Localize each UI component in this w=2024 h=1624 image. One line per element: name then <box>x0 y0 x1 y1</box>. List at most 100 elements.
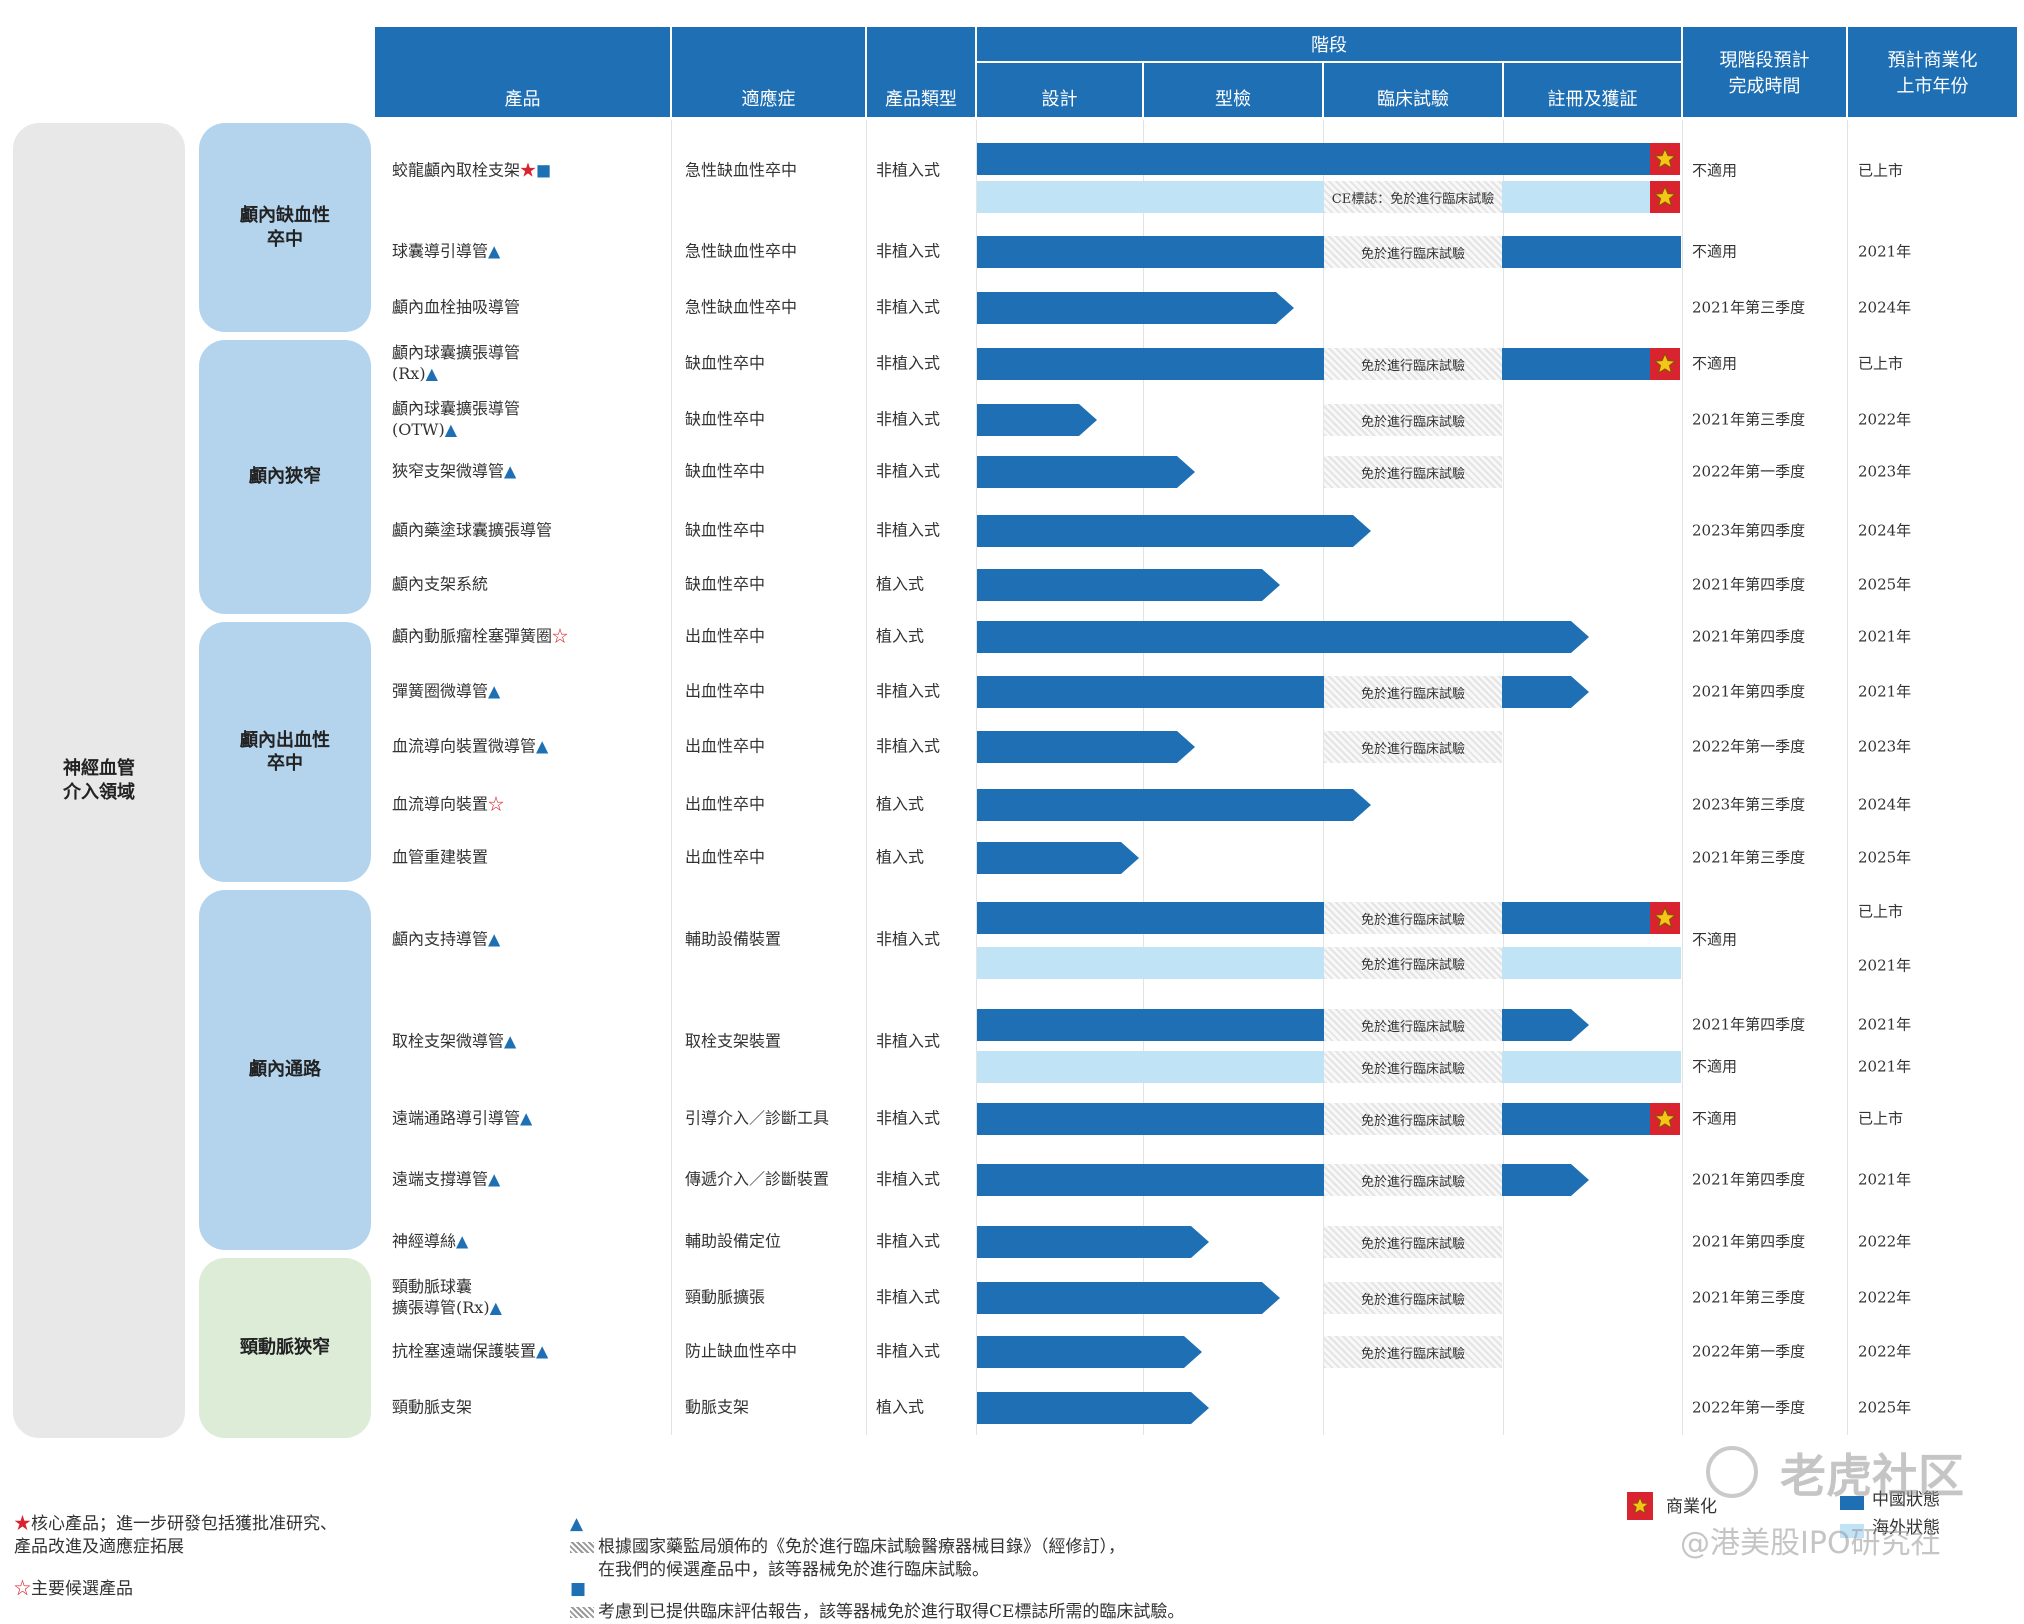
column-divider <box>1323 120 1324 1435</box>
column-divider <box>976 120 977 1435</box>
product-name-text: 頸動脈支架 <box>392 1397 473 1417</box>
china-status-bar <box>977 1392 1209 1424</box>
completion-date: 2022年第一季度 <box>1692 737 1806 756</box>
legend-core: ★核心產品；進一步研發包括獲批准研究、 產品改進及適應症拓展 <box>14 1490 394 1559</box>
launch-year: 已上市 <box>1858 161 1904 180</box>
product-type: 植入式 <box>876 794 925 814</box>
china-status-bar <box>977 348 1650 380</box>
launch-year: 2021年 <box>1858 1015 1912 1034</box>
product-name: 顱內球囊擴張導管 (OTW)▲ <box>392 399 520 441</box>
completion-date: 不適用 <box>1692 930 1738 949</box>
product-name-text: 顱內球囊擴張導管 (OTW) <box>392 399 521 439</box>
legend-exempt: ▲ 根據國家藥監局頒佈的《免於進行臨床試驗醫療器械目錄》（經修訂）， 在我們的候… <box>570 1490 1270 1582</box>
product-type: 非植入式 <box>876 1108 941 1128</box>
triangle-icon: ▲ <box>488 929 501 949</box>
china-status-bar <box>977 842 1139 874</box>
product-indication: 傳遞介入／診斷裝置 <box>685 1169 830 1189</box>
launch-year: 2024年 <box>1858 298 1912 317</box>
clinical-exempt-segment: 免於進行臨床試驗 <box>1324 1164 1502 1196</box>
product-name: 血管重建裝置 <box>392 848 488 869</box>
clinical-exempt-segment: 免於進行臨床試驗 <box>1324 1051 1502 1083</box>
product-name: 狹窄支架微導管▲ <box>392 462 516 483</box>
product-type: 植入式 <box>876 847 925 867</box>
product-name: 蛟龍顱內取栓支架★■ <box>392 161 551 182</box>
product-name: 神經導絲▲ <box>392 1232 468 1253</box>
launch-year: 已上市 <box>1858 902 1904 921</box>
commercial-star-icon <box>1650 181 1680 213</box>
launch-year: 2021年 <box>1858 682 1912 701</box>
triangle-icon: ▲ <box>489 1298 502 1317</box>
column-divider <box>1143 120 1144 1435</box>
triangle-icon: ▲ <box>504 1031 517 1051</box>
triangle-icon: ▲ <box>444 420 458 439</box>
china-status-bar <box>977 1226 1209 1258</box>
completion-date: 2021年第三季度 <box>1692 410 1806 429</box>
watermark-handle: @港美股IPO研究社 <box>1680 1526 1941 1561</box>
product-indication: 急性缺血性卒中 <box>685 241 798 261</box>
product-indication: 輔助設備裝置 <box>685 929 782 949</box>
clinical-exempt-segment: 免於進行臨床試驗 <box>1324 404 1502 436</box>
legend-candidate: ☆主要候選產品 <box>14 1555 133 1601</box>
product-name: 抗栓塞遠端保護裝置▲ <box>392 1342 548 1363</box>
header-stage-type-test: 型檢 <box>1144 63 1322 117</box>
overseas-status-bar <box>977 181 1650 213</box>
triangle-icon: ▲ <box>504 461 517 481</box>
category-intracranial-stenosis: 顱內狹窄 <box>199 340 371 614</box>
column-divider <box>1682 120 1683 1435</box>
completion-date: 不適用 <box>1692 1057 1738 1076</box>
category-hemorrhagic-stroke: 顱內出血性 卒中 <box>199 622 371 882</box>
commercial-star-icon <box>1650 902 1680 934</box>
product-name-text: 顱內支架系統 <box>392 574 489 594</box>
product-indication: 出血性卒中 <box>685 681 766 701</box>
header-product-type: 產品類型 <box>867 27 975 117</box>
product-type: 非植入式 <box>876 1231 941 1251</box>
clinical-exempt-segment: 免於進行臨床試驗 <box>1324 348 1502 380</box>
category-carotid-stenosis: 頸動脈狹窄 <box>199 1258 371 1438</box>
product-name: 取栓支架微導管▲ <box>392 1032 516 1053</box>
launch-year: 2025年 <box>1858 1398 1912 1417</box>
field-neurovascular: 神經血管 介入領域 <box>13 123 185 1438</box>
product-type: 非植入式 <box>876 241 941 261</box>
china-status-bar <box>977 143 1650 175</box>
product-indication: 急性缺血性卒中 <box>685 160 798 180</box>
product-indication: 頸動脈擴張 <box>685 1287 766 1307</box>
triangle-icon: ▲ <box>520 1108 533 1128</box>
clinical-exempt-segment: 免於進行臨床試驗 <box>1324 902 1502 934</box>
clinical-exempt-segment: 免於進行臨床試驗 <box>1324 456 1502 488</box>
product-indication: 輔助設備定位 <box>685 1231 782 1251</box>
triangle-icon: ▲ <box>536 1341 549 1361</box>
product-type: 非植入式 <box>876 1287 941 1307</box>
china-status-bar <box>977 621 1589 653</box>
square-icon: ■ <box>536 160 552 180</box>
product-type: 非植入式 <box>876 353 941 373</box>
completion-date: 2021年第四季度 <box>1692 575 1806 594</box>
watermark-logo-icon <box>1706 1446 1758 1498</box>
product-type: 非植入式 <box>876 160 941 180</box>
product-name-text: 遠端支撐導管 <box>392 1169 489 1189</box>
launch-year: 2024年 <box>1858 795 1912 814</box>
column-divider <box>866 120 867 1435</box>
product-type: 非植入式 <box>876 1031 941 1051</box>
completion-date: 2022年第一季度 <box>1692 1342 1806 1361</box>
legend-commercial: 商業化 <box>1666 1497 1717 1517</box>
column-divider <box>671 120 672 1435</box>
product-indication: 缺血性卒中 <box>685 520 766 540</box>
completion-date: 不適用 <box>1692 242 1738 261</box>
product-name-text: 顱內動脈瘤栓塞彈簧圈 <box>392 626 553 646</box>
product-name-text: 顱內球囊擴張導管 (Rx) <box>392 343 521 383</box>
product-indication: 缺血性卒中 <box>685 409 766 429</box>
header-product: 產品 <box>375 27 670 117</box>
product-indication: 缺血性卒中 <box>685 461 766 481</box>
product-name: 血流導向裝置微導管▲ <box>392 737 548 758</box>
china-status-bar <box>977 731 1195 763</box>
commercial-star-icon <box>1627 1492 1653 1520</box>
product-name: 彈簧圈微導管▲ <box>392 682 500 703</box>
china-status-bar <box>977 1336 1202 1368</box>
header-launch: 預計商業化 上市年份 <box>1848 27 2017 117</box>
china-status-bar <box>977 515 1371 547</box>
product-indication: 出血性卒中 <box>685 847 766 867</box>
completion-date: 2021年第三季度 <box>1692 848 1806 867</box>
clinical-exempt-segment: 免於進行臨床試驗 <box>1324 676 1502 708</box>
product-indication: 出血性卒中 <box>685 794 766 814</box>
china-status-bar <box>977 292 1294 324</box>
